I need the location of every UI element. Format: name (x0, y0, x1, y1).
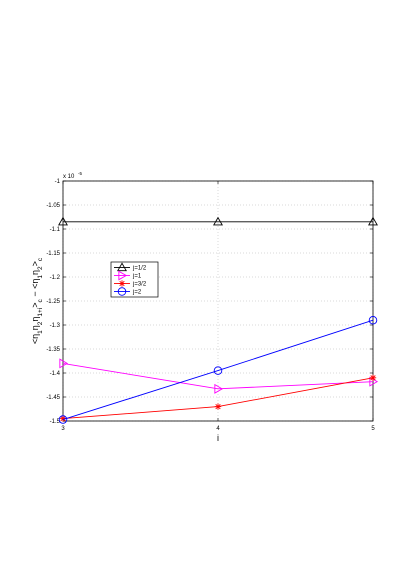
y-axis-label-part: − < (30, 284, 40, 300)
data-point (368, 216, 378, 226)
y-axis-label-part: 1+i (37, 308, 44, 317)
marker-circle (213, 366, 223, 375)
y-axis-label-part: η (30, 325, 40, 330)
series-line (62, 362, 374, 390)
legend-entry: j=2 (114, 287, 142, 296)
y-scale-base: x 10 (63, 174, 75, 180)
data-point (213, 216, 223, 226)
y-tick-label: -1 (55, 179, 61, 185)
legend-label: j=2 (132, 290, 142, 296)
x-axis-label: i (217, 433, 219, 443)
y-axis-label-part: c (37, 298, 44, 302)
y-axis-label-part: η (30, 334, 40, 339)
series-line (62, 319, 374, 420)
marker-triangle-right (214, 383, 224, 394)
marker-triangle-up (58, 216, 68, 226)
legend-label: j=1/2 (132, 266, 147, 272)
series-4 (58, 315, 378, 424)
y-tick-label: -1.05 (46, 203, 60, 209)
y-axis-label-part: c (37, 257, 44, 261)
y-tick-label: -1.2 (50, 275, 61, 281)
y-tick-label: -1.45 (46, 395, 60, 401)
x-tick-label: 4 (216, 426, 220, 432)
y-tick-label: -1.4 (50, 371, 61, 377)
y-axis-label-part: 2 (37, 266, 44, 270)
marker-asterisk-stroke (119, 280, 125, 287)
marker-asterisk-stroke (370, 375, 376, 381)
marker-circle (368, 315, 378, 325)
y-scale-exponent: -5 (78, 171, 82, 176)
y-scale-multiplier: x 10 -5 (63, 171, 82, 180)
y-axis-label-part: 2 (37, 321, 44, 325)
y-axis-label-part: < (30, 339, 40, 344)
y-axis-label-part: > (30, 261, 40, 266)
legend-entry: j=1/2 (114, 262, 147, 272)
data-point (59, 415, 67, 422)
legend-label: j=3/2 (132, 282, 147, 288)
marker-circle (58, 415, 68, 424)
y-axis-label-part: η (30, 317, 40, 322)
data-point (58, 415, 68, 424)
y-tick-label: -1.1 (50, 227, 61, 233)
y-axis-label-part: η (30, 279, 40, 284)
marker-asterisk-stroke (60, 415, 66, 422)
data-point (369, 376, 379, 387)
series-2 (59, 358, 379, 394)
marker-triangle-right (369, 376, 379, 387)
y-tick-label: -1.25 (46, 299, 60, 305)
y-axis-label-part: 1 (37, 330, 44, 334)
marker-triangle-up (368, 216, 378, 226)
data-point (368, 315, 378, 325)
y-axis-label: <η1η2η1+i>c − <η1η2>c (30, 257, 44, 344)
marker-triangle-up (117, 262, 127, 272)
data-point (58, 216, 68, 226)
y-axis-ticks: -1 -1.05 -1.1 -1.15 -1.2 -1.25 -1.3 -1.35 -1.4 -1… (46, 179, 373, 425)
grid-lines (62, 180, 374, 422)
x-tick-label: 3 (61, 426, 65, 432)
legend: j=1/2 j=1 j=3/2 j=2 (110, 261, 159, 298)
y-axis-label-part: > (30, 302, 40, 307)
y-tick-label: -1.15 (46, 251, 60, 257)
x-tick-label: 5 (371, 426, 375, 432)
y-tick-label: -1.35 (46, 347, 60, 353)
marker-triangle-right (59, 358, 69, 369)
data-point (59, 358, 69, 369)
marker-circle (117, 287, 127, 296)
series-3 (59, 374, 377, 422)
data-point (214, 403, 222, 410)
y-axis-label-part: 1 (37, 275, 44, 279)
legend-label: j=1 (132, 274, 142, 280)
marker-triangle-right (118, 270, 128, 281)
data-point (214, 383, 224, 394)
series-1 (58, 216, 378, 226)
legend-entry: j=1 (114, 270, 142, 281)
series-group (58, 216, 379, 424)
y-tick-label: -1.5 (50, 419, 61, 425)
data-point (213, 366, 223, 375)
y-axis-label-part: η (30, 270, 40, 275)
y-tick-label: -1.3 (50, 323, 61, 329)
legend-entry: j=3/2 (114, 280, 147, 288)
marker-asterisk-stroke (215, 403, 221, 410)
marker-triangle-up (213, 216, 223, 226)
data-point (369, 374, 377, 381)
